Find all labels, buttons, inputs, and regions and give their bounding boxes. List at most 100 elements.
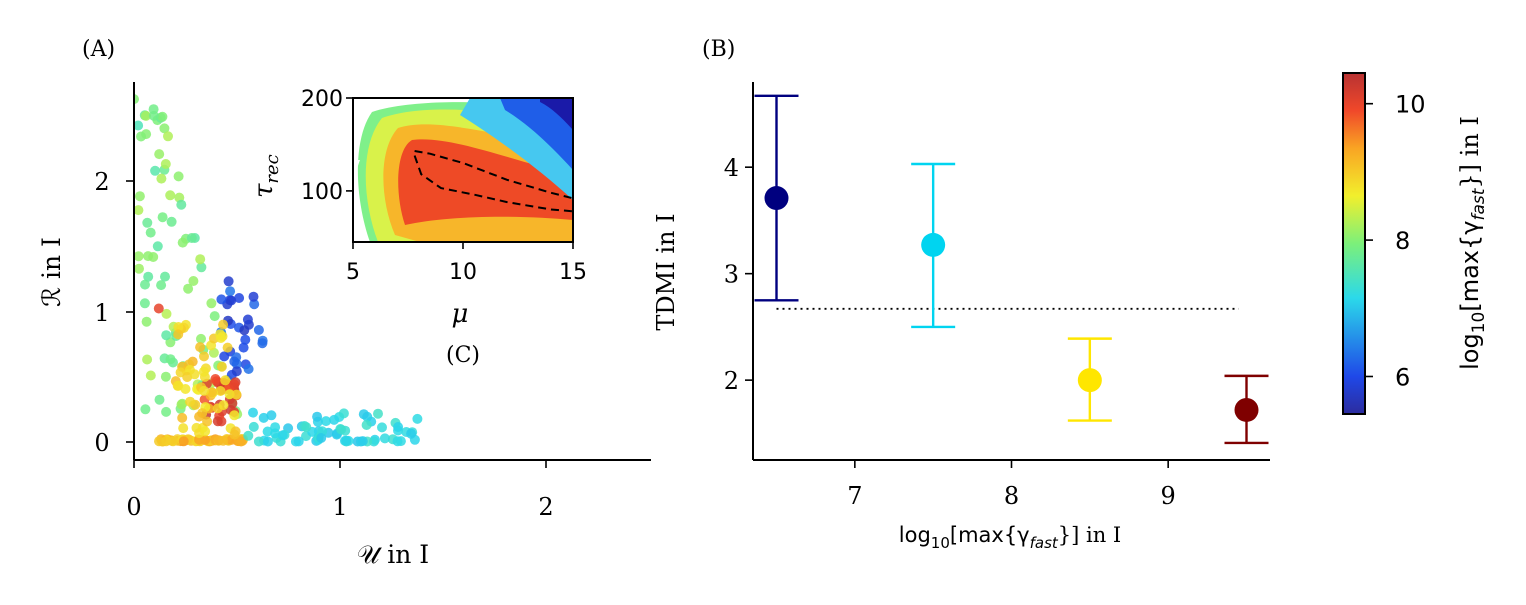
scatter-point	[230, 426, 241, 437]
panel-b-xticks: 7 8 9	[847, 460, 1176, 510]
panel-a-label: (A)	[82, 37, 115, 62]
inset-ytick-label: 200	[301, 87, 343, 112]
scatter-point	[218, 400, 229, 411]
scatter-point	[266, 410, 277, 421]
scatter-point	[210, 374, 221, 384]
scatter-point	[142, 217, 153, 228]
colorbar-label-sub: 10	[1469, 312, 1489, 334]
scatter-point	[159, 123, 170, 134]
panel-b-yticks: 2 3 4	[724, 154, 753, 395]
inset-contour-lower	[413, 155, 574, 213]
scatter-point	[231, 389, 242, 400]
scatter-point	[148, 110, 159, 121]
scatter-point	[379, 433, 390, 444]
inset-xtick-label: 5	[346, 260, 360, 285]
scatter-point	[141, 110, 151, 121]
scatter-point	[249, 299, 260, 310]
panel-a-xlabel: 𝒰 in I	[357, 540, 429, 569]
panel-a-xticks: 0 1 2	[126, 460, 554, 521]
panel-b: (B) 7 8 9 2 3 4 log10[max{γfast}] in I TDMI …	[652, 37, 1270, 552]
colorbar-label-suffix: }] in I	[1456, 116, 1484, 189]
scatter-point	[173, 322, 184, 332]
scatter-point	[220, 375, 231, 386]
scatter-point	[248, 407, 258, 418]
heatmap-region-blue	[500, 98, 573, 170]
scatter-point	[253, 436, 264, 447]
scatter-point	[202, 416, 213, 427]
scatter-point	[145, 370, 156, 381]
panel-c-label: (C)	[446, 343, 480, 368]
panel-b-xtick-label: 9	[1161, 482, 1176, 510]
colorbar-label-fast: fast	[1469, 187, 1489, 220]
inset-xlabel: μ	[452, 299, 469, 329]
scatter-point	[412, 413, 423, 424]
scatter-point	[253, 325, 264, 335]
panel-b-xlabel-prefix: log	[899, 523, 931, 547]
colorbar-tick-label: 10	[1395, 91, 1426, 119]
errorbar-marker	[1234, 397, 1259, 422]
heatmap-region-blank	[353, 160, 360, 242]
scatter-point	[341, 435, 352, 446]
scatter-point	[227, 398, 238, 409]
scatter-point	[150, 165, 161, 176]
scatter-point	[161, 330, 172, 341]
panel-b-xlabel: log10[max{γfast}] in I	[899, 523, 1121, 552]
scatter-point	[236, 436, 247, 447]
scatter-point	[229, 356, 240, 367]
scatter-point	[165, 190, 176, 201]
panel-b-ytick-label: 4	[724, 154, 739, 182]
scatter-point	[377, 422, 387, 433]
scatter-point	[176, 199, 187, 210]
inset-ylabel: τrec	[249, 154, 283, 198]
panel-a-ylabel: ℛ in I	[37, 237, 66, 307]
scatter-point	[393, 422, 404, 432]
panel-b-ytick-label: 3	[724, 261, 739, 289]
scatter-point	[143, 271, 154, 282]
scatter-point	[154, 149, 165, 160]
inset-ylabel-sub: rec	[262, 154, 283, 183]
scatter-point	[140, 404, 151, 415]
scatter-point	[218, 319, 229, 330]
scatter-point	[134, 120, 144, 131]
scatter-point	[168, 436, 178, 447]
errorbar-point	[911, 162, 956, 329]
scatter-point	[142, 354, 153, 365]
scatter-point	[196, 333, 206, 344]
scatter-point	[185, 396, 196, 407]
scatter-point	[406, 428, 417, 439]
scatter-point	[234, 293, 245, 303]
panel-c-inset: 5 10 15 100 200 μ τrec (C)	[249, 87, 587, 368]
panel-a-ytick-label: 2	[94, 168, 109, 196]
scatter-point	[160, 371, 171, 382]
scatter-point	[229, 379, 240, 390]
errorbar-point	[1224, 374, 1269, 445]
scatter-point	[136, 131, 146, 142]
scatter-point	[207, 387, 217, 398]
scatter-point	[178, 436, 189, 447]
panel-b-label: (B)	[702, 37, 735, 62]
panel-a-xtick-label: 1	[332, 493, 347, 521]
scatter-point	[316, 433, 327, 443]
inset-ytick-label: 100	[301, 180, 343, 205]
scatter-point	[361, 420, 372, 430]
scatter-point	[160, 159, 171, 169]
scatter-point	[139, 298, 150, 309]
scatter-point	[140, 279, 150, 290]
errorbar-point	[754, 94, 799, 302]
scatter-point	[152, 241, 163, 252]
scatter-point	[258, 412, 269, 423]
panel-a-yticks: 0 1 2	[94, 168, 134, 457]
panel-b-ytick-label: 2	[724, 367, 739, 395]
scatter-point	[161, 308, 172, 319]
scatter-point	[173, 329, 184, 340]
panel-b-xlabel-suffix: }] in I	[1058, 523, 1121, 547]
scatter-point	[172, 380, 183, 391]
errorbar-point	[1067, 337, 1112, 422]
scatter-point	[188, 276, 199, 286]
colorbar-gradient	[1343, 73, 1365, 414]
scatter-point	[243, 430, 254, 441]
panel-a-xtick-label: 0	[126, 493, 141, 521]
scatter-point	[229, 410, 240, 421]
scatter-point	[329, 414, 340, 425]
